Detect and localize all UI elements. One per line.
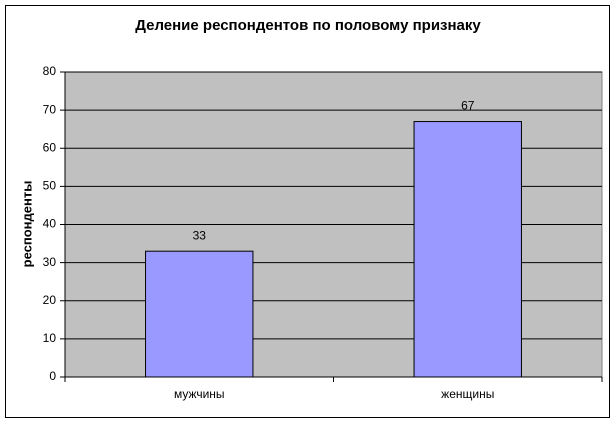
y-tick-label: 30 bbox=[43, 255, 57, 269]
y-tick-label: 0 bbox=[49, 369, 56, 383]
y-tick-label: 40 bbox=[43, 217, 57, 231]
y-axis-label: респонденты bbox=[19, 181, 34, 268]
y-tick-label: 50 bbox=[43, 179, 57, 193]
bar bbox=[413, 121, 522, 378]
data-label: 33 bbox=[193, 228, 207, 242]
x-tick-label: женщины bbox=[441, 387, 494, 401]
y-tick-label: 80 bbox=[43, 64, 57, 78]
chart-title: Деление респондентов по половому признак… bbox=[135, 17, 481, 34]
y-tick-label: 10 bbox=[43, 331, 57, 345]
bar bbox=[145, 250, 254, 378]
y-tick-label: 20 bbox=[43, 293, 57, 307]
data-label: 67 bbox=[461, 99, 475, 113]
y-tick-label: 60 bbox=[43, 140, 57, 154]
x-tick-label: мужчины bbox=[174, 387, 225, 401]
y-tick-label: 70 bbox=[43, 102, 57, 116]
